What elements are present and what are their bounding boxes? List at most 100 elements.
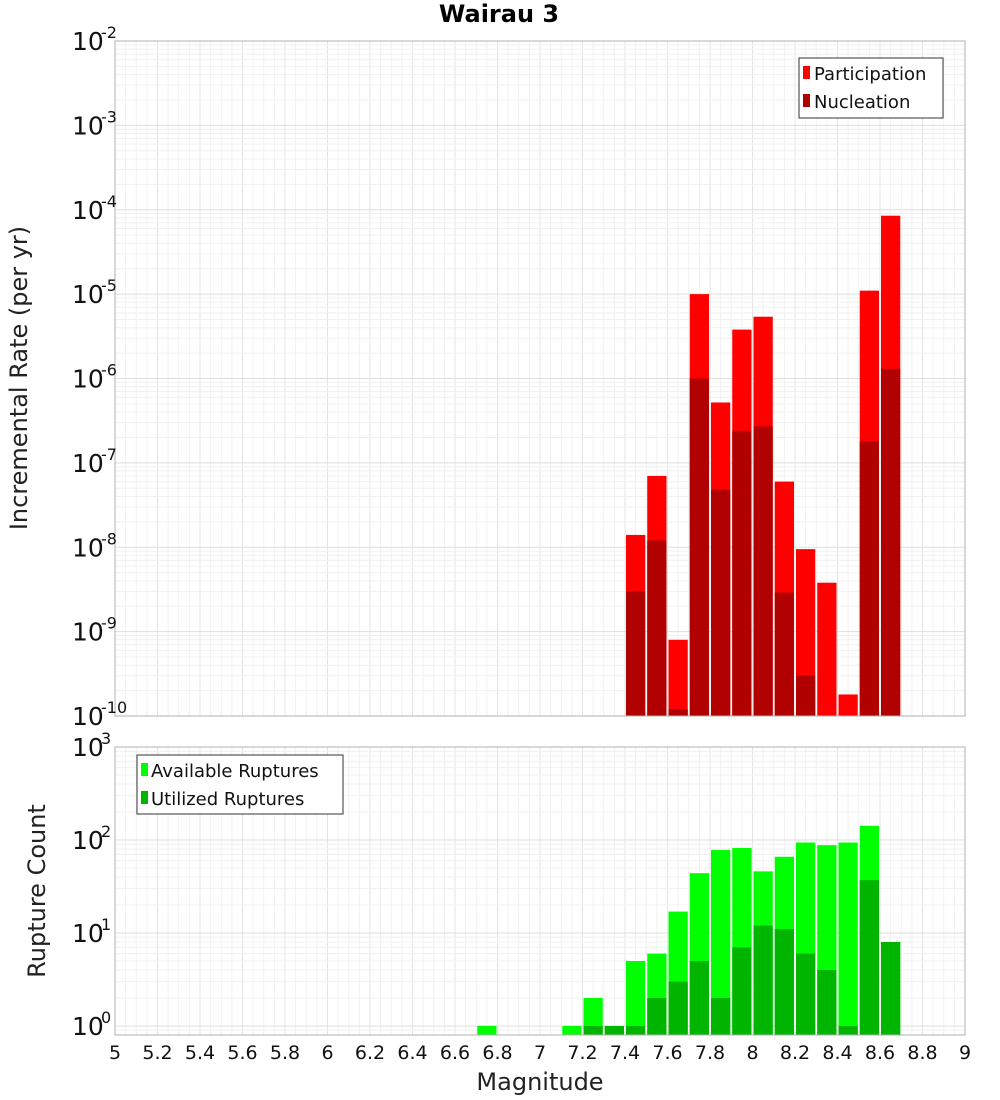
available-legend-swatch xyxy=(141,763,148,776)
nucleation-bar xyxy=(668,709,688,716)
y-tick-exponent: -7 xyxy=(101,445,117,464)
utilized-ruptures-bar xyxy=(838,1025,858,1035)
nucleation-bar xyxy=(859,441,879,716)
y-tick-label: 10 xyxy=(72,733,104,762)
x-tick-label: 5 xyxy=(109,1042,121,1064)
y-tick-label: 10 xyxy=(72,280,104,309)
utilized-ruptures-bar xyxy=(817,969,837,1035)
nucleation-bar xyxy=(626,591,646,716)
nucleation-legend-label: Nucleation xyxy=(814,92,910,113)
utilized-ruptures-bar xyxy=(753,925,773,1035)
y-tick-label: 10 xyxy=(72,702,104,731)
y-tick-exponent: -4 xyxy=(101,192,117,211)
nucleation-bar xyxy=(732,430,752,716)
rate-panel: 10-210-310-410-510-610-710-810-910-10 In… xyxy=(5,23,966,731)
utilized-ruptures-bar xyxy=(859,880,879,1035)
nucleation-bar xyxy=(774,592,794,716)
rate-grid xyxy=(114,41,966,717)
participation-bar xyxy=(668,639,688,716)
utilized-ruptures-bar xyxy=(711,997,731,1035)
utilized-ruptures-bar xyxy=(796,953,816,1035)
utilized-ruptures-bar xyxy=(732,947,752,1035)
x-tick-label: 5.8 xyxy=(270,1042,300,1064)
utilized-ruptures-bar xyxy=(583,1025,603,1035)
utilized-legend-swatch xyxy=(141,791,148,804)
count-plot-frame xyxy=(114,746,966,1036)
x-tick-label: 8.8 xyxy=(907,1042,937,1064)
available-ruptures-bar xyxy=(626,960,646,1035)
x-tick-label: 7.4 xyxy=(610,1042,640,1064)
available-ruptures-bar xyxy=(583,997,603,1035)
count-y-axis-label: Rupture Count xyxy=(23,804,51,978)
utilized-ruptures-bar xyxy=(604,1025,624,1035)
participation-bar xyxy=(817,582,837,716)
y-tick-exponent: -9 xyxy=(101,614,117,633)
y-tick-label: 10 xyxy=(72,449,104,478)
x-tick-label: 6.2 xyxy=(355,1042,385,1064)
y-tick-label: 10 xyxy=(72,826,104,855)
nucleation-bar xyxy=(689,378,709,716)
participation-legend-label: Participation xyxy=(814,64,926,85)
available-ruptures-bar xyxy=(562,1025,582,1035)
x-axis-label: Magnitude xyxy=(476,1068,603,1096)
y-tick-label: 10 xyxy=(72,27,104,56)
utilized-ruptures-bar xyxy=(647,997,667,1035)
y-tick-exponent: 0 xyxy=(101,1008,111,1027)
x-tick-label: 7.2 xyxy=(567,1042,597,1064)
utilized-ruptures-bar xyxy=(626,1025,646,1035)
count-bars xyxy=(477,825,901,1035)
rate-legend: Participation Nucleation xyxy=(798,57,944,119)
rate-bars xyxy=(626,215,901,717)
rate-y-axis-label: Incremental Rate (per yr) xyxy=(5,226,33,530)
utilized-ruptures-bar xyxy=(689,960,709,1035)
y-tick-label: 10 xyxy=(72,533,104,562)
available-ruptures-bar xyxy=(838,842,858,1035)
count-legend: Available Ruptures Utilized Ruptures xyxy=(136,754,344,815)
available-legend-label: Available Ruptures xyxy=(151,761,319,782)
rate-y-ticks: 10-210-310-410-510-610-710-810-910-10 xyxy=(72,23,127,731)
available-ruptures-bar xyxy=(711,850,731,1035)
y-tick-exponent: -3 xyxy=(101,107,117,126)
nucleation-bar xyxy=(753,426,773,716)
x-tick-label: 8.2 xyxy=(780,1042,810,1064)
y-tick-label: 10 xyxy=(72,111,104,140)
x-tick-label: 7 xyxy=(534,1042,546,1064)
rate-legend-box xyxy=(798,57,944,119)
x-tick-labels: 5 5.2 5.4 5.6 5.8 6 6.2 6.4 6.6 6.8 7 7.2 7.4 7.6 7.8 8… xyxy=(109,1042,971,1064)
nucleation-bar xyxy=(711,489,731,716)
rate-plot-frame xyxy=(114,40,966,717)
y-tick-exponent: 1 xyxy=(101,915,111,934)
x-tick-label: 6 xyxy=(321,1042,333,1064)
y-tick-exponent: 2 xyxy=(101,822,111,841)
x-tick-label: 5.6 xyxy=(227,1042,257,1064)
y-tick-label: 10 xyxy=(72,618,104,647)
x-tick-label: 6.8 xyxy=(482,1042,512,1064)
x-tick-label: 7.8 xyxy=(695,1042,725,1064)
nucleation-legend-swatch xyxy=(803,94,810,107)
y-tick-exponent: -2 xyxy=(101,23,117,42)
y-tick-label: 10 xyxy=(72,1012,104,1041)
y-tick-label: 10 xyxy=(72,919,104,948)
x-tick-label: 9 xyxy=(959,1042,971,1064)
y-tick-exponent: -10 xyxy=(101,698,127,717)
nucleation-bar xyxy=(647,540,667,716)
x-tick-label: 6.4 xyxy=(397,1042,427,1064)
x-tick-label: 8.6 xyxy=(865,1042,895,1064)
y-tick-exponent: -6 xyxy=(101,361,117,380)
x-tick-label: 8 xyxy=(746,1042,758,1064)
count-legend-box xyxy=(136,754,344,815)
utilized-ruptures-bar xyxy=(881,942,901,1035)
y-tick-exponent: -5 xyxy=(101,276,117,295)
x-tick-label: 6.6 xyxy=(440,1042,470,1064)
utilized-ruptures-bar xyxy=(668,981,688,1035)
nucleation-bar xyxy=(881,368,901,716)
utilized-ruptures-bar xyxy=(774,929,794,1035)
participation-bar xyxy=(838,694,858,716)
chart-title: Wairau 3 xyxy=(439,0,559,28)
y-tick-label: 10 xyxy=(72,365,104,394)
available-ruptures-bar xyxy=(477,1025,497,1035)
y-tick-label: 10 xyxy=(72,196,104,225)
y-tick-exponent: 3 xyxy=(101,729,111,748)
